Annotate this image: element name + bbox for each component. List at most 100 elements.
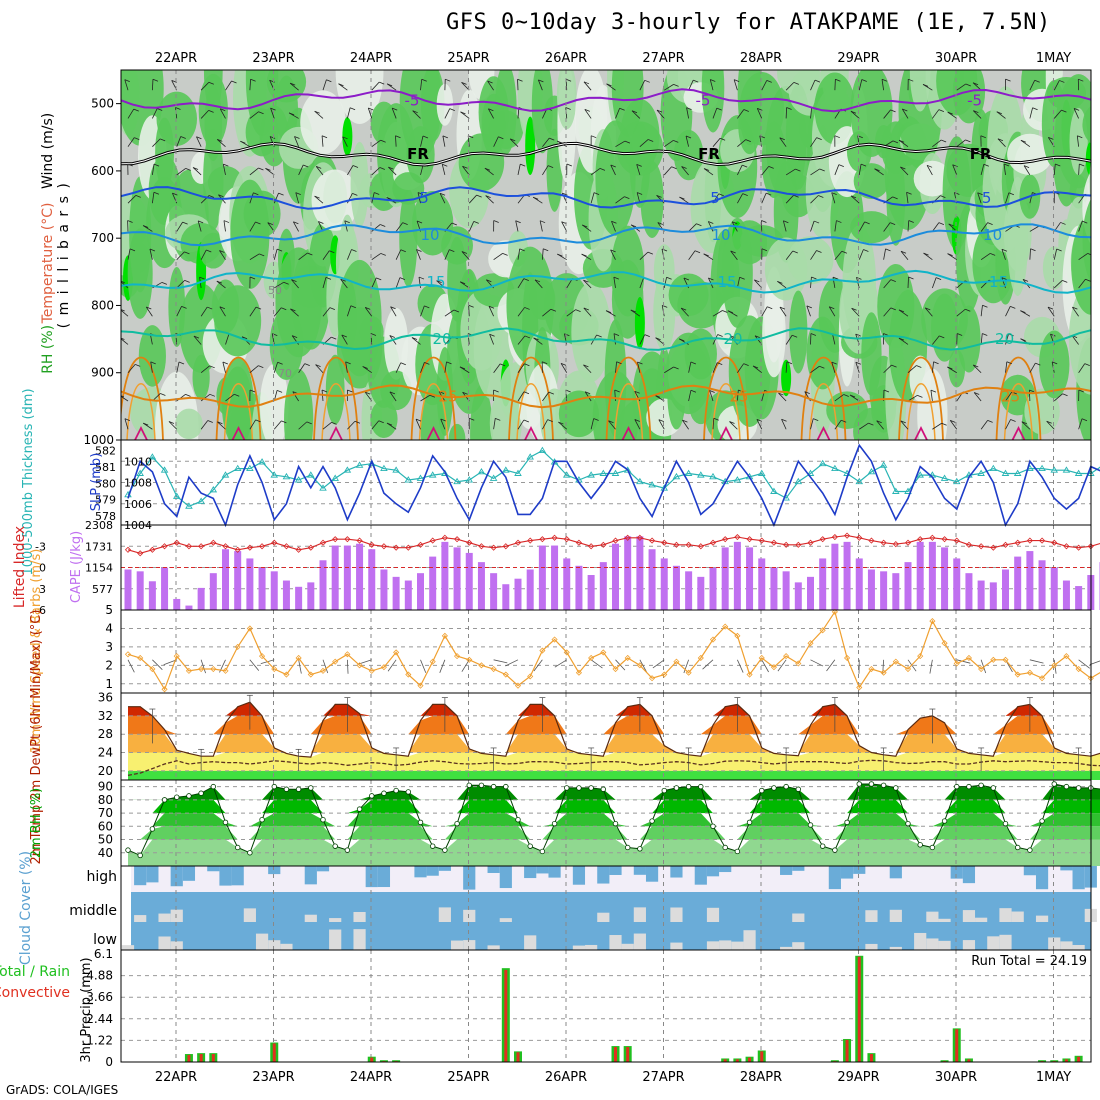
wind-barb [923,252,933,261]
wind-barb [637,361,641,373]
cape-bar [709,567,717,610]
cloud-middle-gap [1011,911,1024,922]
lifted-index-point [173,539,180,546]
cape-bar [477,562,485,610]
wind-barb [810,365,820,374]
wind-barb [200,365,210,374]
wind-barb [681,166,689,176]
cloud-low-gap [609,935,622,950]
wind-barb [1046,420,1055,430]
top-date-label: 22APR [155,51,197,66]
cloud-high-bar [645,866,659,882]
wind-barb [538,79,543,91]
wind-barb-flag [876,420,882,424]
rh-patch [1039,330,1070,399]
wind-barb-flag [708,221,714,224]
thickness-point [989,464,998,472]
rh-patch [420,70,445,142]
wind-barb [972,364,982,374]
rh-point [1075,785,1082,791]
wind-barb-flag [890,109,896,113]
wind-barb-flag [392,107,398,111]
wind-barb-flag [557,253,563,257]
wind-barb [1097,166,1100,175]
rh-patch [684,328,717,380]
rh-point [161,797,168,803]
lifted-index-point [783,541,790,548]
wind-barb-flag [331,336,337,340]
cape-bar [685,571,693,610]
cloud-low-gap [353,929,366,950]
wind-barb-flag [150,361,156,365]
wind-barb [855,362,860,373]
thickness-point [1074,469,1083,476]
wind-barb [1094,281,1100,288]
wind-speed-point [502,671,509,678]
rh-point [564,785,570,791]
thickness-point [453,477,461,485]
wind-barb-flag [743,363,749,367]
wind-barb [980,659,987,674]
cloud-high-bar [134,866,147,886]
cloud-low-gap [719,940,732,950]
wind-speed-point [478,662,485,669]
isotherm-35-plume [816,425,831,440]
wind-barb [127,248,131,260]
wind-barb-flag [831,361,837,365]
wind-barb [737,193,744,204]
wind-speed-point [843,654,851,662]
wind-barb-flag [424,362,430,365]
cloud-low-gap [938,940,951,950]
wind-barb-flag [1050,333,1056,337]
wind-barb [420,659,427,673]
wind-barb [655,337,665,345]
lifted-index-point [319,539,327,546]
wind-barb-flag [818,195,824,198]
isotherm-25-plume [313,356,359,440]
cloud-low-gap [524,935,537,950]
wind-speed-point [929,618,936,625]
rh-patch [470,385,493,440]
rh-point [442,847,448,853]
wind-barb [828,306,836,317]
wind-barb-flag [325,276,332,280]
rh-patch [952,70,986,124]
thickness-point [197,497,205,504]
isotherm-30-plume [808,383,839,440]
wind-barb [737,109,745,119]
date-axes: 22APR22APR23APR23APR24APR24APR25APR25APR… [155,51,1071,1085]
wind-barb-flag [255,419,261,423]
thickness-point [806,469,815,476]
cloud-middle-gap [975,917,988,922]
wind-barb-flag [304,363,310,366]
wind-barb-flag [883,389,890,393]
wind-barb-flag [1008,192,1014,196]
wind-speed-point [137,654,144,662]
thickness-point [233,464,242,472]
thickness-point [538,446,547,454]
wind-barb-flag [923,252,929,256]
thickness-point [221,471,230,478]
wind-barb-flag [149,248,156,252]
wind-barb [273,307,282,317]
isotherm-line [121,88,1091,113]
wind-barb-flag [386,197,392,200]
cloud-low-gap [487,945,500,950]
wind-tick-label: 2 [105,658,113,672]
wind-barb [1078,279,1086,289]
wind-speed-point [210,665,217,673]
wind-barb [197,220,202,232]
top-date-label: 28APR [740,51,782,66]
wind-barb [127,659,135,673]
cloud-low-gap [170,941,183,950]
wind-barb-flag [121,280,125,284]
isotherm-25-plume [121,356,164,440]
wind-barb [664,84,674,91]
wind-barb [702,659,714,670]
wind-barb-flag [415,418,422,422]
cape-bar [941,547,949,610]
wind-barb [929,659,933,674]
wind-barb-flag [673,366,679,370]
rh-point [661,787,667,794]
